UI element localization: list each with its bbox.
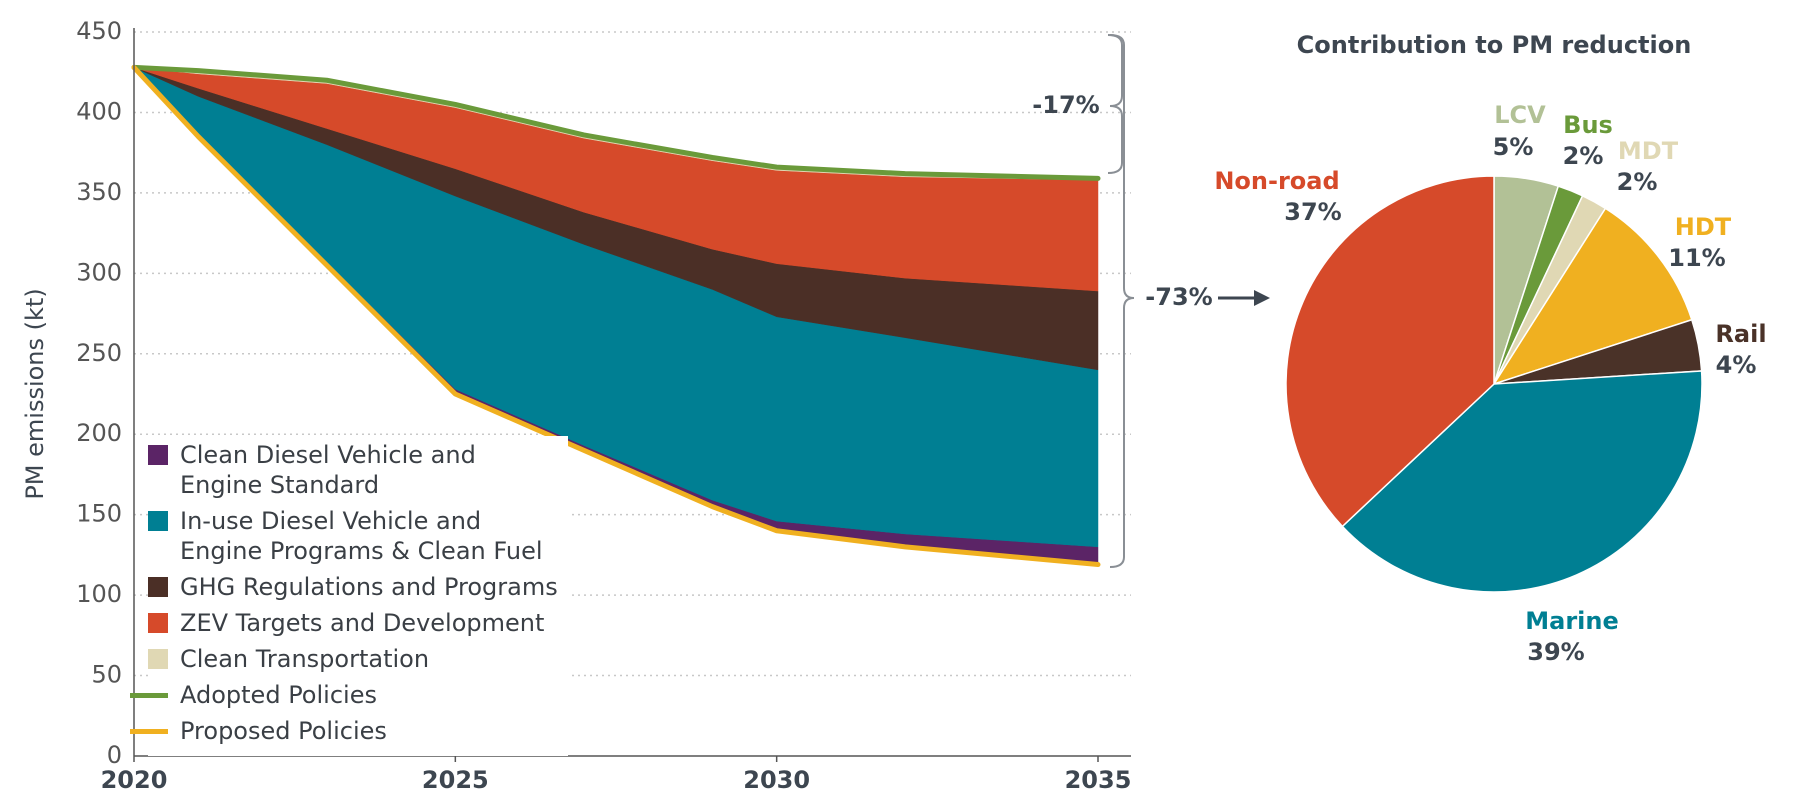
legend-item: GHG Regulations and Programs bbox=[148, 572, 558, 602]
legend-label: Proposed Policies bbox=[180, 717, 387, 745]
line bbox=[131, 64, 1101, 568]
slice-value: 4% bbox=[1716, 351, 1757, 379]
y-tick-label: 100 bbox=[76, 580, 122, 608]
legend: Clean Diesel Vehicle and Engine Standard… bbox=[130, 436, 568, 756]
legend-label: Adopted Policies bbox=[180, 681, 377, 709]
slice-label: Marine bbox=[1525, 607, 1619, 635]
axes: 0 50 100 150 200 250 300 350 400 450 2020 2025 2030 2… bbox=[21, 17, 1213, 794]
legend-swatch bbox=[148, 649, 168, 669]
annotation: -17% bbox=[1032, 91, 1099, 119]
x-tick-label: 2030 bbox=[743, 766, 810, 794]
y-tick-label: 0 bbox=[107, 741, 122, 769]
legend-item: Proposed Policies bbox=[130, 716, 558, 746]
y-tick-label: 400 bbox=[76, 97, 122, 125]
y-tick-label: 300 bbox=[76, 258, 122, 286]
slice-label: Bus bbox=[1563, 111, 1613, 139]
plot bbox=[131, 64, 1101, 568]
line bbox=[131, 64, 1101, 181]
legend-label: GHG Regulations and Programs bbox=[180, 573, 558, 601]
slice-label: Non-road bbox=[1214, 167, 1339, 195]
y-axis-label: PM emissions (kt) bbox=[21, 288, 49, 499]
pie-chart: Contribution to PM reduction LCV 5% Bus 2% MD… bbox=[1214, 31, 1766, 666]
legend-swatch bbox=[148, 613, 168, 633]
legend-swatch bbox=[148, 445, 168, 465]
slice-label: LCV bbox=[1494, 101, 1546, 129]
slice-value: 2% bbox=[1563, 142, 1604, 170]
slice-label: HDT bbox=[1675, 213, 1732, 241]
legend-swatch bbox=[130, 693, 168, 698]
pie-title: Contribution to PM reduction bbox=[1297, 31, 1692, 59]
pie-slice bbox=[1492, 207, 1693, 386]
slice-value: 37% bbox=[1284, 198, 1341, 226]
legend-item: ZEV Targets and Development bbox=[148, 608, 558, 638]
legend-item: Clean Transportation bbox=[148, 644, 558, 674]
arrow-head bbox=[1254, 290, 1270, 306]
legend-label: Clean Diesel Vehicle and Engine Standard bbox=[180, 441, 476, 499]
legend-swatch bbox=[148, 577, 168, 597]
x-tick-label: 2025 bbox=[422, 766, 489, 794]
y-tick-label: 450 bbox=[76, 17, 122, 45]
legend-item: Clean Diesel Vehicle and Engine Standard bbox=[148, 440, 558, 500]
legend-item: Adopted Policies bbox=[130, 680, 558, 710]
slice-label: Rail bbox=[1715, 320, 1766, 348]
legend-item: In-use Diesel Vehicle and Engine Program… bbox=[148, 506, 558, 566]
x-tick-label: 2020 bbox=[101, 766, 168, 794]
legend-label: ZEV Targets and Development bbox=[180, 609, 545, 637]
y-tick-label: 350 bbox=[76, 178, 122, 206]
annotation: -73% bbox=[1145, 283, 1212, 311]
y-tick-label: 150 bbox=[76, 500, 122, 528]
legend-label: In-use Diesel Vehicle and Engine Program… bbox=[180, 507, 543, 565]
slice-value: 5% bbox=[1493, 133, 1534, 161]
brace-17 bbox=[1107, 34, 1123, 174]
legend-swatch bbox=[130, 729, 168, 734]
y-tick-label: 250 bbox=[76, 339, 122, 367]
x-tick-label: 2035 bbox=[1065, 766, 1132, 794]
pie-slice bbox=[1285, 175, 1495, 528]
legend-swatch bbox=[148, 511, 168, 531]
pie-slice bbox=[1341, 370, 1703, 593]
slice-value: 39% bbox=[1527, 638, 1584, 666]
y-tick-label: 200 bbox=[76, 419, 122, 447]
legend-label: Clean Transportation bbox=[180, 645, 430, 673]
slice-value: 11% bbox=[1668, 244, 1725, 272]
brace-73 bbox=[1109, 34, 1135, 568]
slice-label: MDT bbox=[1618, 137, 1679, 165]
slice-value: 2% bbox=[1617, 168, 1658, 196]
y-tick-label: 50 bbox=[91, 661, 122, 689]
